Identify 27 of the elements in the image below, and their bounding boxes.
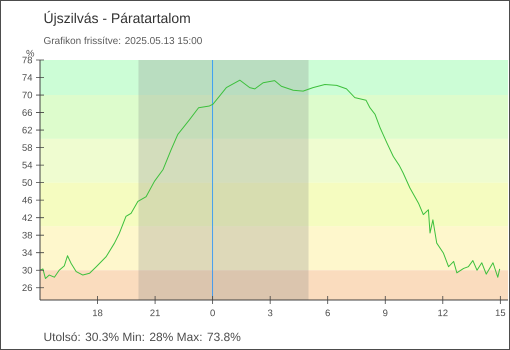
x-tick-label: 18 — [93, 310, 102, 316]
x-tick-label: 3 — [268, 310, 272, 316]
y-tick-label: 50 — [22, 179, 32, 186]
x-tick-label: 21 — [150, 310, 160, 316]
y-tick-label: 66 — [22, 109, 32, 116]
text: Utolsó: 30.3% Min: 28% Max: 73.8% — [44, 332, 240, 342]
y-tick-label: 26 — [22, 284, 32, 292]
x-tick-label: 12 — [438, 310, 448, 316]
y-tick-label: 42 — [22, 214, 32, 221]
y-tick-label: 70 — [22, 92, 32, 98]
y-tick-label: 30 — [22, 266, 32, 274]
x-tick-label: 0 — [210, 310, 215, 316]
y-tick-label: 78 — [22, 56, 32, 64]
chart-subtitle: Grafikon frissítve: 2025.05.13 15:00 — [44, 36, 202, 44]
x-tick-label: 6 — [326, 310, 330, 316]
y-tick-label: 58 — [22, 144, 32, 151]
y-tick-label: 46 — [22, 196, 32, 204]
y-tick-label: 62 — [22, 126, 32, 134]
y-tick-label: 54 — [22, 162, 32, 168]
y-tick-label: 34 — [22, 249, 32, 256]
y-tick-label: 74 — [22, 74, 32, 81]
chart-title: Újszilvás - Páratartalom — [44, 10, 190, 26]
y-axis-title: % — [26, 50, 34, 56]
y-tick-label: 38 — [22, 232, 32, 239]
x-tick-label: 15 — [496, 310, 506, 316]
x-tick-label: 9 — [383, 310, 388, 316]
line-series — [40, 80, 500, 280]
